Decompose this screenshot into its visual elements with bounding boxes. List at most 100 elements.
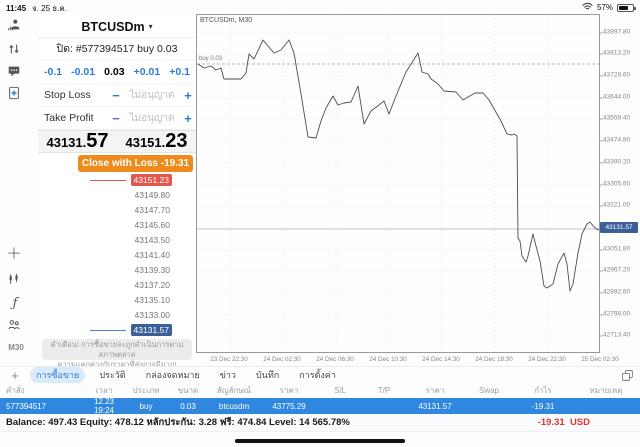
x-axis-label: 24 Dec 22:30	[528, 356, 566, 363]
ladder-row[interactable]: 43141.40	[38, 248, 196, 263]
y-axis-label: 43897.80	[599, 28, 631, 36]
chart-x-axis: 23 Dec 22:30 24 Dec 02:30 24 Dec 06:30 24 D…	[196, 354, 640, 366]
ladder-row[interactable]: 43143.50	[38, 233, 196, 248]
ladder-row[interactable]: 43137.20	[38, 278, 196, 293]
clock-date: จ. 25 ธ.ค.	[32, 4, 67, 13]
tab-item[interactable]: การซื้อขาย	[30, 367, 86, 383]
stop-loss-label: Stop Loss	[44, 89, 91, 101]
y-axis-label: 43559.40	[599, 114, 631, 122]
add-tab-icon[interactable]: +	[11, 367, 19, 383]
stop-loss-row: Stop Loss − ไม่อนุญาต +	[38, 84, 196, 107]
order-cell: buy	[139, 401, 153, 411]
take-profit-row: Take Profit − ไม่อนุญาต +	[38, 107, 196, 130]
ladder-row[interactable]: 43149.80	[38, 188, 196, 203]
trade-panel: BTCUSDm ▾ ปิด: #577394517 buy 0.03 -0.1 …	[38, 14, 196, 369]
trade-icon[interactable]	[7, 42, 23, 58]
function-icon[interactable]: ƒ	[12, 296, 18, 311]
ladder-price: 43133.00	[134, 310, 170, 320]
left-icon-rail: ƒ M30	[0, 14, 38, 366]
table-header-cell: คำสั่ง	[6, 386, 25, 395]
close-position-button[interactable]: Close with Loss -19.31	[78, 155, 193, 172]
battery-icon	[617, 3, 636, 12]
table-header-cell: S/L	[333, 386, 346, 395]
new-order-icon[interactable]	[7, 86, 23, 102]
status-bar: 11:45 จ. 25 ธ.ค. 57%	[0, 0, 640, 14]
quotes-icon[interactable]	[7, 18, 23, 34]
y-axis-label: 43644.00	[599, 93, 631, 101]
x-axis-label: 25 Dec 02:30	[581, 356, 619, 363]
stop-loss-minus-button[interactable]: −	[112, 87, 120, 103]
symbol-name: BTCUSDm	[81, 19, 145, 34]
ladder-row[interactable]: 43145.60	[38, 218, 196, 233]
clock: 11:45 จ. 25 ธ.ค.	[6, 2, 67, 15]
x-axis-label: 24 Dec 06:30	[316, 356, 354, 363]
y-axis-label: 42882.60	[599, 288, 631, 296]
lot-minus-small-button[interactable]: -0.01	[71, 65, 96, 78]
lot-size-row: -0.1 -0.01 0.03 +0.01 +0.1	[38, 60, 196, 84]
stop-loss-field[interactable]: ไม่อนุญาต	[129, 89, 175, 101]
symbol-selector[interactable]: BTCUSDm ▾	[38, 16, 196, 38]
price-ladder: 43151.23 43149.80 43147.70 43145.60 43143.50…	[38, 173, 196, 338]
order-cell: btcusdm	[218, 401, 250, 411]
tab-item[interactable]: ข่าว	[219, 370, 236, 380]
table-header-cell: ราคา	[279, 386, 299, 395]
take-profit-plus-button[interactable]: +	[184, 110, 192, 126]
y-axis-label: 42798.00	[599, 310, 631, 318]
chart-windows-icon[interactable]	[621, 369, 634, 387]
chart-y-axis: 43131.57 43897.80 43813.20 43728.60 43644.0…	[599, 14, 640, 353]
chart-gridlines	[197, 15, 599, 352]
tab-item[interactable]: การตั้งค่า	[299, 370, 336, 380]
ladder-row[interactable]: 43131.57	[38, 323, 196, 338]
open-position-label: buy 0.03	[199, 56, 223, 62]
ladder-row[interactable]: 43139.30	[38, 263, 196, 278]
ladder-price: 43145.60	[134, 220, 170, 230]
indicators-icon[interactable]	[7, 272, 23, 288]
y-axis-label: 43305.60	[599, 180, 631, 188]
lot-plus-small-button[interactable]: +0.01	[133, 65, 161, 78]
ladder-row[interactable]: 43133.00	[38, 308, 196, 323]
ladder-row[interactable]: 43151.23	[38, 173, 196, 188]
tab-item[interactable]: กล่องจดหมาย	[145, 370, 200, 380]
table-header-cell: กำไร	[534, 386, 552, 395]
y-axis-label: 42713.40	[599, 331, 631, 339]
table-header-cell: Swap	[478, 386, 499, 395]
chart-plot[interactable]: BTCUSDm, M30 buy 0.03	[196, 14, 600, 353]
table-header-cell: สัญลักษณ์	[216, 386, 252, 395]
ladder-row[interactable]: 43135.10	[38, 293, 196, 308]
take-profit-minus-button[interactable]: −	[112, 110, 120, 126]
table-header-cell: เวลา	[95, 386, 113, 395]
tabs: การซื้อขาย ประวัติ กล่องจดหมาย ข่าว บันทึก กา…	[30, 367, 342, 383]
take-profit-field[interactable]: ไม่อนุญาต	[129, 112, 175, 124]
order-cell: 43131.57	[418, 401, 452, 411]
ladder-price: 43131.57	[130, 324, 172, 336]
crosshair-icon[interactable]	[7, 246, 23, 262]
ladder-row[interactable]: 43147.70	[38, 203, 196, 218]
order-cell: 43775.29	[272, 401, 306, 411]
order-row[interactable]: 577394517 12.23 19:24 buy 0.03 btcusdm 43775.…	[0, 397, 640, 415]
lot-minus-big-button[interactable]: -0.1	[44, 65, 63, 78]
ladder-price: 43143.50	[134, 235, 170, 245]
lot-plus-big-button[interactable]: +0.1	[169, 65, 190, 78]
chat-icon[interactable]	[7, 64, 23, 80]
ask-price: 43151.23	[125, 129, 188, 152]
order-cell: -19.31	[531, 401, 555, 411]
ladder-price: 43137.20	[134, 280, 170, 290]
wifi-icon	[582, 2, 593, 13]
home-indicator[interactable]	[235, 439, 405, 443]
stop-loss-plus-button[interactable]: +	[184, 87, 192, 103]
status-indicators: 57%	[582, 2, 636, 13]
account-summary: Balance: 497.43 Equity: 478.12 หลักประกั…	[6, 417, 350, 428]
lot-value-field[interactable]: 0.03	[104, 65, 125, 78]
y-axis-label: 43221.00	[599, 201, 631, 209]
take-profit-label: Take Profit	[44, 112, 94, 124]
bid-ask-row: 43131.57 43151.23	[38, 130, 196, 153]
x-axis-label: 23 Dec 22:30	[210, 356, 248, 363]
tab-item[interactable]: ประวัติ	[99, 370, 126, 380]
tab-item[interactable]: บันทึก	[255, 370, 280, 380]
position-info: ปิด: #577394517 buy 0.03	[38, 38, 196, 60]
order-cell: 577394517	[6, 401, 47, 411]
warning-line-1: คำเตือน! การซื้อขายจะถูกดำเนินการตามสภาพ…	[50, 340, 184, 359]
objects-icon[interactable]	[7, 318, 23, 334]
timeframe-label[interactable]: M30	[8, 343, 24, 352]
